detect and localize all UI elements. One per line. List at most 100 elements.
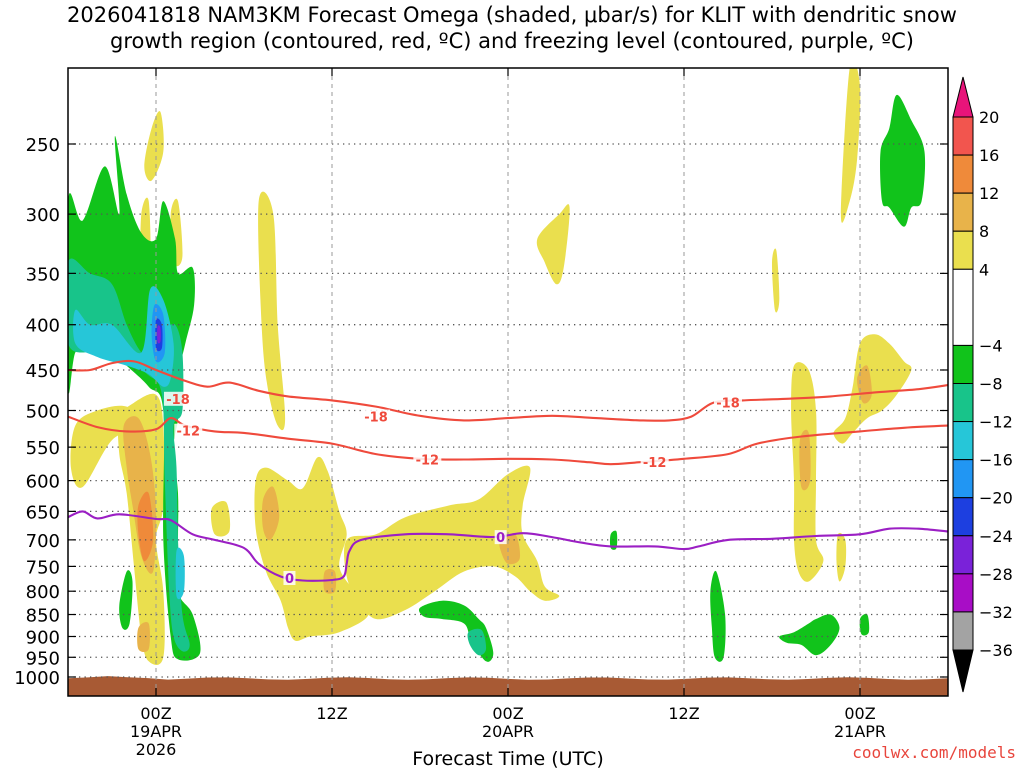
y-tick-label: 400 <box>26 316 60 337</box>
colorbar-bin <box>952 192 974 232</box>
colorbar-bottom-arrow <box>952 649 974 693</box>
y-tick-label: 750 <box>26 557 60 578</box>
omega-region <box>536 204 570 285</box>
x-tick-label: 20APR <box>482 722 534 741</box>
y-tick-label: 600 <box>26 472 60 493</box>
colorbar-label: 12 <box>979 184 999 203</box>
y-tick-label: 300 <box>26 205 60 226</box>
colorbar-bin <box>952 421 974 461</box>
omega-region <box>840 68 861 223</box>
contour-label: -18 <box>364 411 388 426</box>
colorbar-label: −12 <box>979 413 1013 432</box>
plot-area: -18 -18 -18 -12 -12 -12 0 0 250 300 350 400 450 500 55… <box>14 67 949 759</box>
omega-region <box>833 334 912 444</box>
colorbar-label: −8 <box>979 375 1003 394</box>
y-tick-label: 1000 <box>14 668 60 689</box>
y-tick-label: 500 <box>26 402 60 423</box>
contour-label-bg <box>494 530 507 545</box>
omega-region <box>137 491 154 562</box>
contour-label-bg <box>714 395 742 410</box>
contour-label: -18 <box>716 397 740 412</box>
colorbar-label: −32 <box>979 603 1013 622</box>
y-tick-label: 900 <box>26 627 60 648</box>
contour-lines: -18 -18 -18 -12 -12 -12 0 0 <box>68 359 948 587</box>
y-tick-label: 850 <box>26 606 60 627</box>
x-axis-label: Forecast Time (UTC) <box>412 748 603 768</box>
contour-line <box>68 510 948 582</box>
y-tick-label: 250 <box>26 135 60 156</box>
colorbar-bin <box>952 268 974 346</box>
colorbar-top-arrow <box>952 76 974 118</box>
omega-region <box>799 429 811 491</box>
contour-label: 0 <box>496 531 505 546</box>
colorbar-label: 8 <box>979 222 989 241</box>
chart-title-line-2: growth region (contoured, red, ºC) and f… <box>110 29 914 53</box>
y-tick-label: 450 <box>26 361 60 382</box>
omega-region <box>880 94 926 227</box>
site-credit: coolwx.com/models <box>852 743 1016 762</box>
colorbar-bin <box>952 497 974 537</box>
colorbar-label: 16 <box>979 146 999 165</box>
colorbar-label: 20 <box>979 108 999 127</box>
omega-region <box>779 614 840 656</box>
omega-region <box>836 532 847 582</box>
x-tick-label: 2026 <box>136 740 177 759</box>
contour-label-bg <box>413 452 442 467</box>
colorbar-bin <box>952 383 974 423</box>
omega-region <box>771 248 780 313</box>
contour-label-bg <box>283 571 296 586</box>
colorbar-bin <box>952 573 974 613</box>
colorbar-bin <box>952 344 974 384</box>
x-tick-label: 12Z <box>668 704 699 723</box>
omega-region <box>175 547 185 600</box>
contour-label-bg <box>362 409 390 424</box>
chart-title-line-1: 2026041818 NAM3KM Forecast Omega (shaded… <box>67 3 957 27</box>
y-tick-label: 800 <box>26 582 60 603</box>
contour-label: -12 <box>643 456 667 471</box>
colorbar-label: −24 <box>979 527 1013 546</box>
contour-line <box>68 359 948 422</box>
contour-label: -18 <box>166 393 190 408</box>
omega-region <box>261 486 280 541</box>
colorbar-bin <box>952 535 974 575</box>
colorbar-label: −28 <box>979 565 1013 584</box>
colorbar-bin <box>952 459 974 499</box>
omega-region <box>254 456 370 642</box>
omega-region <box>710 570 726 662</box>
contour-line <box>68 415 948 466</box>
y-tick-label: 950 <box>26 648 60 669</box>
contour-label: 0 <box>285 572 294 587</box>
omega-region <box>418 600 494 662</box>
colorbar-bin <box>952 154 974 194</box>
x-tick-label: 21APR <box>834 722 886 741</box>
y-tick-label: 650 <box>26 502 60 523</box>
contour-label: -12 <box>177 425 201 440</box>
omega-region <box>467 628 487 656</box>
colorbar-label: −20 <box>979 489 1013 508</box>
contour-label-bg <box>174 423 203 438</box>
vertical-grid-lines <box>155 68 861 696</box>
contour-label-bg <box>640 455 669 470</box>
colorbar: 20 16 12 8 4 −4 −8 −12 −16 −20 −24 −28 −32 −36 <box>952 76 1013 693</box>
omega-shading <box>68 68 948 696</box>
colorbar-bin <box>952 116 974 156</box>
colorbar-label: 4 <box>979 260 989 279</box>
omega-region <box>144 111 164 182</box>
omega-region <box>210 500 231 537</box>
y-tick-label: 550 <box>26 438 60 459</box>
omega-region <box>258 191 286 431</box>
omega-region <box>157 325 161 344</box>
colorbar-bin <box>952 230 974 270</box>
x-tick-label: 19APR <box>130 722 182 741</box>
y-tick-label: 350 <box>26 264 60 285</box>
colorbar-label: −4 <box>979 336 1003 355</box>
colorbar-bin <box>952 611 974 651</box>
omega-region <box>137 622 150 653</box>
x-tick-label: 12Z <box>316 704 347 723</box>
omega-region <box>859 613 870 636</box>
colorbar-label: −16 <box>979 451 1013 470</box>
y-tick-label: 700 <box>26 531 60 552</box>
omega-region <box>323 569 337 594</box>
contour-label-bg <box>164 391 192 406</box>
